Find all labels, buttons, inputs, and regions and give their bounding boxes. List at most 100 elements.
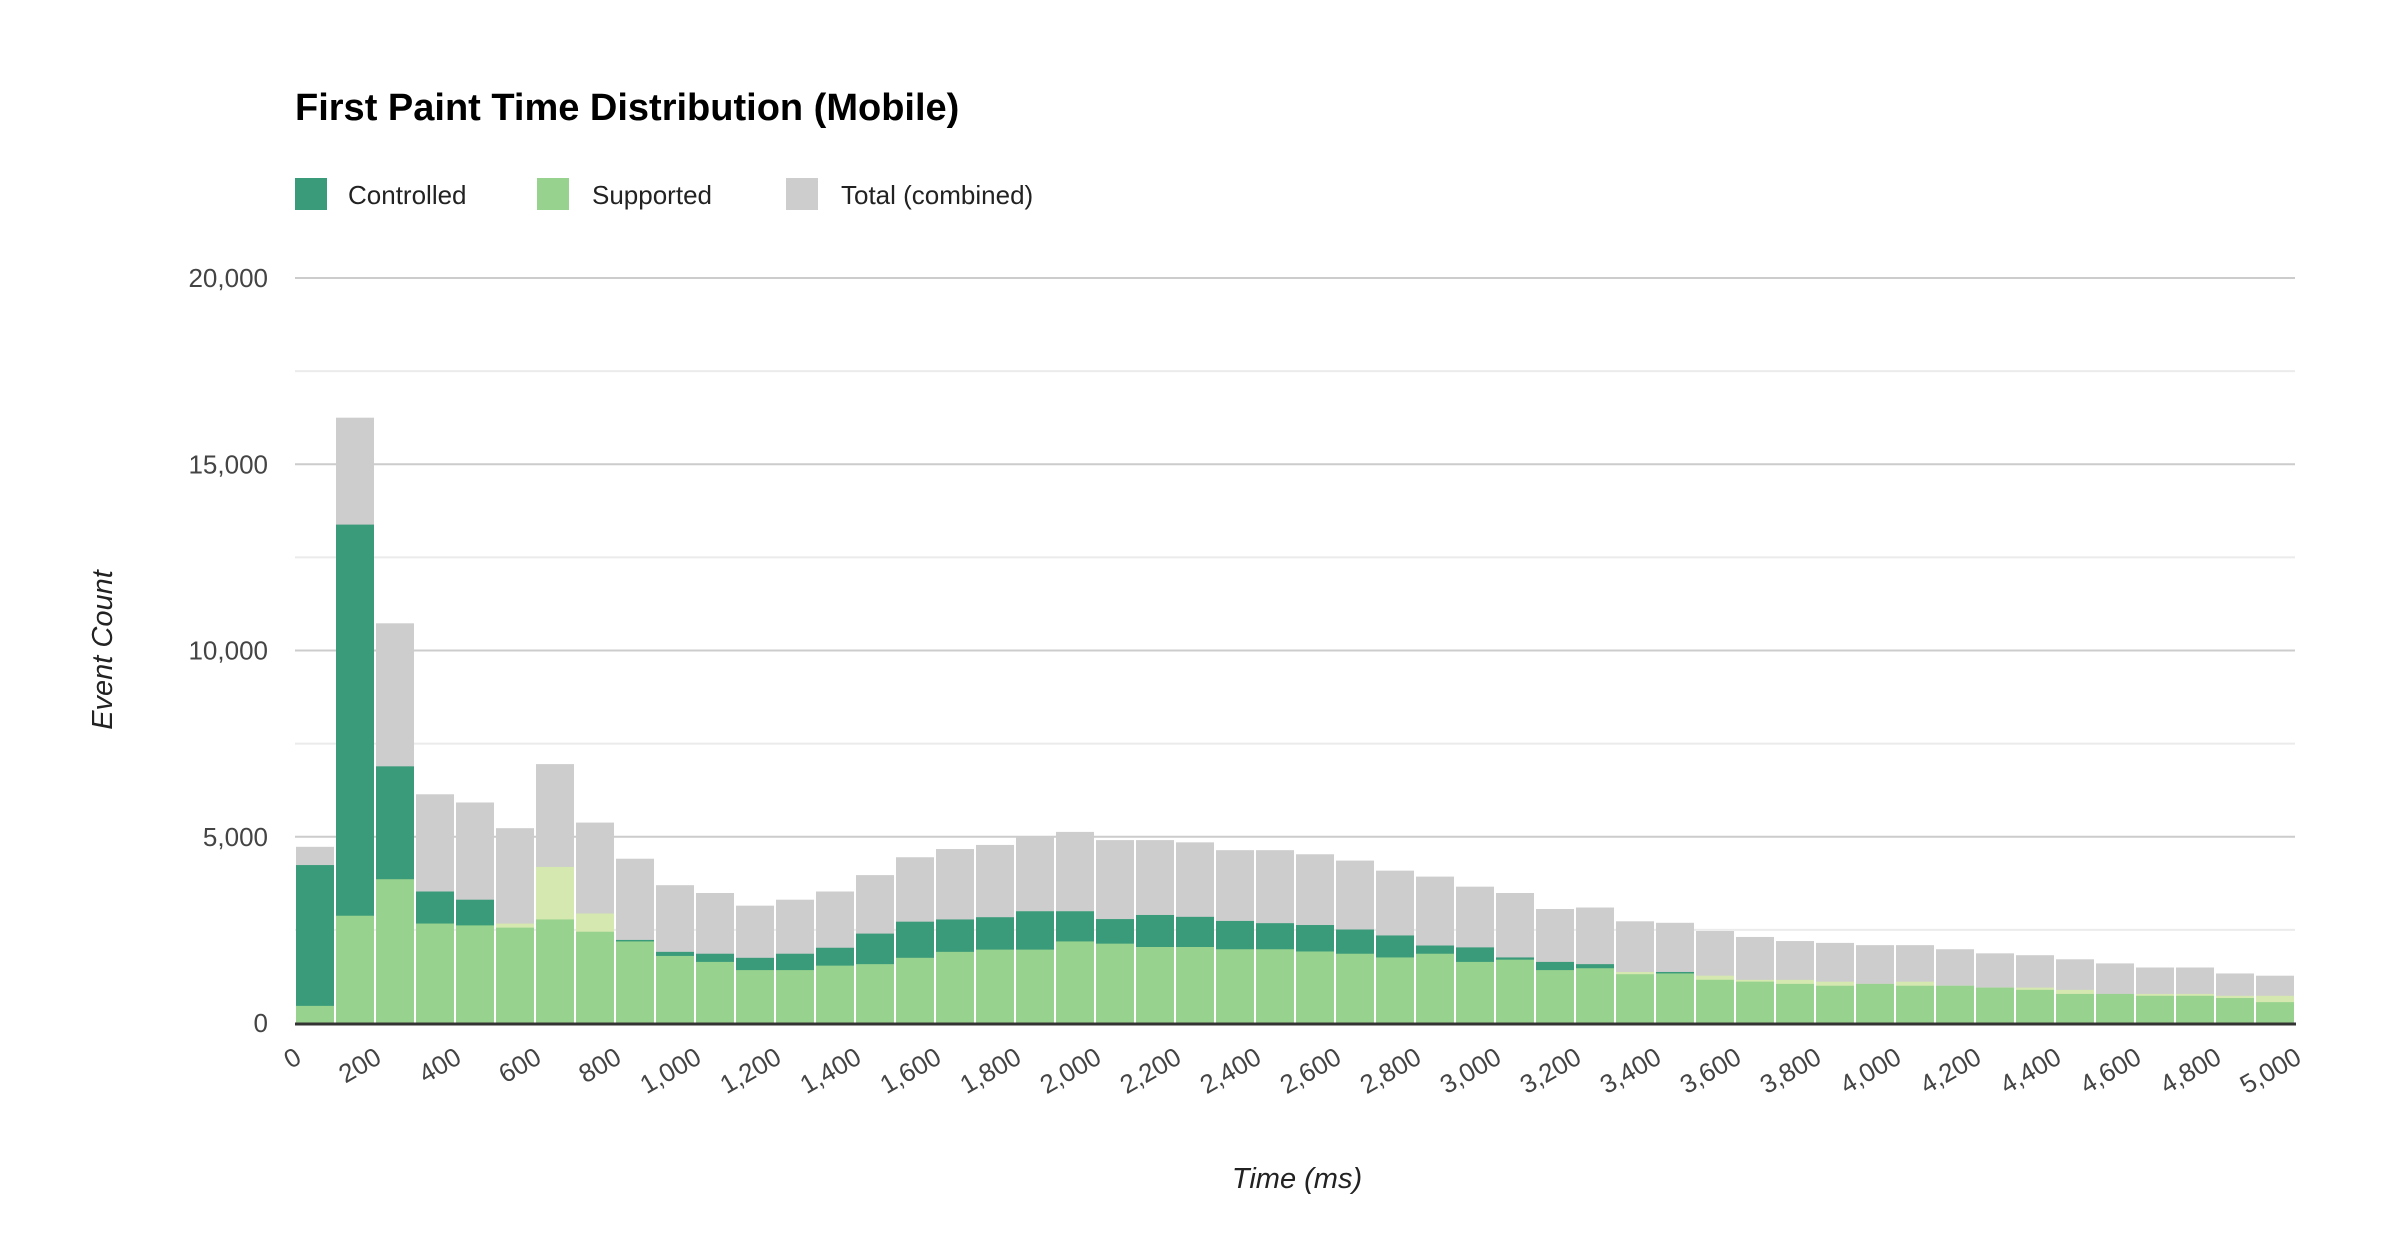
supported-bar — [416, 923, 454, 1023]
supported-bar — [816, 965, 854, 1023]
y-tick-label: 10,000 — [188, 636, 268, 666]
histogram-bin — [1896, 945, 1934, 1023]
bars — [296, 417, 2294, 1023]
x-tick-label: 1,400 — [795, 1041, 866, 1100]
supported-bar — [1896, 985, 1934, 1023]
histogram-bin — [2016, 955, 2054, 1023]
supported-bar — [1456, 961, 1494, 1023]
x-tick-label: 200 — [333, 1041, 386, 1089]
histogram-bin — [1376, 870, 1414, 1023]
y-tick-label: 15,000 — [188, 449, 268, 479]
x-tick-label: 600 — [493, 1041, 546, 1089]
histogram-bin — [1456, 886, 1494, 1023]
legend-label-supported: Supported — [592, 180, 712, 210]
histogram-bin — [296, 846, 334, 1023]
histogram-bin — [776, 899, 814, 1023]
histogram-bin — [1816, 942, 1854, 1023]
legend-swatch-total — [786, 178, 818, 210]
histogram-bin — [1496, 892, 1534, 1023]
histogram-bin — [1136, 840, 1174, 1023]
supported-bar — [1976, 987, 2014, 1023]
x-tick-label: 2,000 — [1035, 1041, 1106, 1100]
supported-bar — [736, 970, 774, 1023]
histogram-bin — [1016, 836, 1054, 1023]
supported-bar — [1616, 974, 1654, 1023]
histogram-bin — [1576, 907, 1614, 1023]
supported-bar — [1336, 953, 1374, 1023]
supported-bar — [2216, 998, 2254, 1023]
supported-bar — [1576, 968, 1614, 1023]
supported-bar — [936, 951, 974, 1023]
histogram-bin — [1736, 936, 1774, 1023]
histogram-bin — [856, 875, 894, 1023]
histogram-bin — [1416, 876, 1454, 1023]
x-tick-label: 1,600 — [875, 1041, 946, 1100]
histogram-bin — [336, 417, 374, 1023]
x-tick-label: 2,800 — [1355, 1041, 1426, 1100]
legend-swatch-controlled — [295, 178, 327, 210]
x-tick-label: 3,600 — [1675, 1041, 1746, 1100]
supported-bar — [496, 927, 534, 1023]
histogram-bin — [1296, 854, 1334, 1023]
x-tick-label: 2,200 — [1115, 1041, 1186, 1100]
supported-bar — [2056, 993, 2094, 1023]
histogram-bin — [1056, 831, 1094, 1023]
supported-bar — [1936, 985, 1974, 1023]
histogram-bin — [1176, 842, 1214, 1023]
supported-bar — [2256, 1002, 2294, 1023]
histogram-bin — [1336, 860, 1374, 1023]
histogram-bin — [1976, 953, 2014, 1023]
y-tick-label: 5,000 — [203, 822, 268, 852]
supported-bar — [1016, 949, 1054, 1023]
histogram-bin — [936, 849, 974, 1023]
supported-bar — [2096, 993, 2134, 1023]
y-tick-label: 20,000 — [188, 263, 268, 293]
supported-bar — [1416, 953, 1454, 1023]
supported-bar — [776, 970, 814, 1023]
x-tick-label: 2,600 — [1275, 1041, 1346, 1100]
x-tick-label: 0 — [278, 1041, 306, 1074]
y-tick-label: 0 — [254, 1008, 268, 1038]
histogram-bin — [456, 802, 494, 1023]
histogram-bin — [496, 828, 534, 1023]
histogram-bin — [656, 885, 694, 1023]
supported-bar — [1856, 983, 1894, 1023]
supported-bar — [1656, 973, 1694, 1023]
histogram-bin — [1656, 922, 1694, 1023]
supported-bar — [896, 957, 934, 1023]
histogram-bin — [1536, 909, 1574, 1023]
x-tick-label: 5,000 — [2235, 1041, 2306, 1100]
histogram-bin — [2136, 967, 2174, 1023]
supported-bar — [1696, 979, 1734, 1023]
x-tick-label: 4,400 — [1995, 1041, 2066, 1100]
x-tick-label: 4,000 — [1835, 1041, 1906, 1100]
chart-title: First Paint Time Distribution (Mobile) — [295, 87, 959, 129]
x-axis-title: Time (ms) — [1232, 1163, 1362, 1195]
supported-bar — [616, 941, 654, 1023]
supported-bar — [1736, 981, 1774, 1023]
supported-bar — [696, 961, 734, 1023]
supported-bar — [1136, 947, 1174, 1023]
histogram-bin — [896, 857, 934, 1023]
supported-bar — [2016, 989, 2054, 1023]
supported-bar — [1216, 949, 1254, 1023]
supported-bar — [1376, 957, 1414, 1023]
x-tick-label: 3,400 — [1595, 1041, 1666, 1100]
supported-bar — [336, 915, 374, 1023]
legend-swatch-supported — [537, 178, 569, 210]
supported-bar — [536, 919, 574, 1023]
x-tick-label: 1,000 — [635, 1041, 706, 1100]
x-tick-label: 4,200 — [1915, 1041, 1986, 1100]
controlled-bar — [296, 865, 334, 1023]
legend-label-controlled: Controlled — [348, 180, 467, 210]
histogram-bin — [1936, 949, 1974, 1023]
supported-bar — [456, 925, 494, 1023]
supported-bar — [856, 964, 894, 1023]
x-tick-label: 2,400 — [1195, 1041, 1266, 1100]
histogram-bin — [976, 844, 1014, 1023]
supported-bar — [2136, 995, 2174, 1023]
supported-bar — [1296, 951, 1334, 1023]
histogram-bin — [2216, 973, 2254, 1023]
histogram-bin — [376, 623, 414, 1023]
